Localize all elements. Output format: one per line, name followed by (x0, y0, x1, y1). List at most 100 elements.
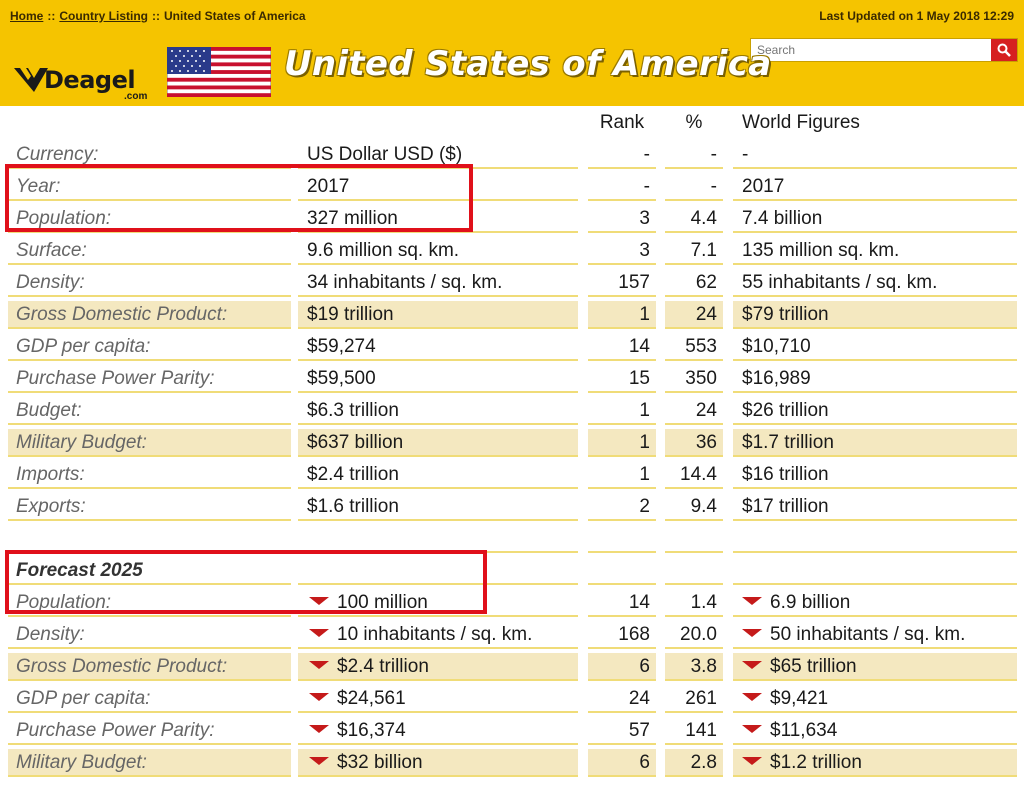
forecast-empty-cell (733, 557, 1017, 585)
forecast-world-figure-cell: 50 inhabitants / sq. km. (733, 621, 1017, 649)
forecast-value-cell: $24,561 (298, 685, 578, 713)
forecast-title: Forecast 2025 (8, 557, 291, 585)
stat-row-exports: Exports: $1.6 trillion 2 9.4 $17 trillion (0, 492, 1024, 524)
search-button[interactable] (991, 39, 1017, 61)
forecast-label-cell: Gross Domestic Product: (8, 653, 291, 681)
forecast-section-row: Forecast 2025 (0, 556, 1024, 588)
forecast-value-text: $16,374 (337, 720, 406, 741)
forecast-percent-cell: 20.0 (665, 621, 723, 649)
stat-row-purchase-power-parity: Purchase Power Parity: $59,500 15 350 $16,98… (0, 364, 1024, 396)
deagel-logo[interactable]: Deagel .com (14, 64, 154, 104)
search-input[interactable] (751, 39, 1001, 61)
stat-world-figure-cell: 2017 (733, 173, 1017, 201)
stat-row-military-budget: Military Budget: $637 billion 1 36 $1.7 tril… (0, 428, 1024, 460)
stat-world-figure-cell: $10,710 (733, 333, 1017, 361)
breadcrumb-home-link[interactable]: Home (10, 9, 44, 23)
stat-row-year: Year: 2017- -2017 (0, 172, 1024, 204)
forecast-label-cell: GDP per capita: (8, 685, 291, 713)
stat-percent-cell: 36 (665, 429, 723, 457)
stat-world-figure-cell: $16,989 (733, 365, 1017, 393)
forecast-label-cell: Density: (8, 621, 291, 649)
stat-rank-cell: 3 (588, 237, 656, 265)
forecast-percent-cell: 141 (665, 717, 723, 745)
breadcrumb-current: United States of America (164, 9, 306, 23)
breadcrumb-separator: :: (47, 9, 56, 23)
forecast-percent-cell: 261 (665, 685, 723, 713)
forecast-row-gdp-per-capita: GDP per capita: $24,561 24 261 $9,421 (0, 684, 1024, 716)
forecast-rank-cell: 168 (588, 621, 656, 649)
stat-row-currency: Currency: US Dollar USD ($) - - - (0, 140, 1024, 172)
down-arrow-icon (742, 628, 762, 637)
forecast-row-gross-domestic-product: Gross Domestic Product: $2.4 trillion 6 3.8… (0, 652, 1024, 684)
forecast-value-cell: 10 inhabitants / sq. km. (298, 621, 578, 649)
stat-percent-cell: 62 (665, 269, 723, 297)
forecast-row-military-budget: Military Budget: $32 billion 6 2.8 $1.2 tril… (0, 748, 1024, 780)
stat-rank-cell: 3 (588, 205, 656, 233)
stat-value-cell: $19 trillion (298, 301, 578, 329)
forecast-percent-cell: 2.8 (665, 749, 723, 777)
forecast-value-cell: $2.4 trillion (298, 653, 578, 681)
stat-percent-cell: 350 (665, 365, 723, 393)
forecast-world-figure-cell: 6.9 billion (733, 589, 1017, 617)
forecast-world-figure-text: 50 inhabitants / sq. km. (770, 624, 966, 645)
forecast-percent-cell: 1.4 (665, 589, 723, 617)
down-arrow-icon (742, 724, 762, 733)
stat-rank-cell: 1 (588, 301, 656, 329)
stat-value-cell: $637 billion (298, 429, 578, 457)
stat-label-cell: Density: (8, 269, 291, 297)
forecast-value-cell: $16,374 (298, 717, 578, 745)
stat-world-figure-cell: $17 trillion (733, 493, 1017, 521)
forecast-value-text: $2.4 trillion (337, 656, 429, 677)
stat-label-cell: Purchase Power Parity: (8, 365, 291, 393)
forecast-row-population: Population: 100 million 14 1.4 6.9 billion (0, 588, 1024, 620)
header-label (8, 109, 291, 137)
stat-percent-cell: 4.4 (665, 205, 723, 233)
down-arrow-icon (742, 660, 762, 669)
stat-value-cell: $59,500 (298, 365, 578, 393)
stat-percent-cell: - (665, 141, 723, 169)
forecast-row-density: Density: 10 inhabitants / sq. km. 168 20.0 5… (0, 620, 1024, 652)
header-world-figures: World Figures (742, 112, 860, 133)
stat-label-cell: Gross Domestic Product: (8, 301, 291, 329)
page-header: Home:: Country Listing:: United States of … (0, 0, 1024, 106)
stat-label-cell: GDP per capita: (8, 333, 291, 361)
stat-rank-cell: 1 (588, 397, 656, 425)
spacer-row (0, 524, 1024, 556)
search-box (750, 38, 1018, 62)
down-arrow-icon (309, 724, 329, 733)
forecast-value-text: $32 billion (337, 752, 423, 773)
spacer-cell (8, 525, 291, 553)
down-arrow-icon (309, 628, 329, 637)
stat-label-cell: Exports: (8, 493, 291, 521)
stat-row-budget: Budget: $6.3 trillion 1 24 $26 trillion (0, 396, 1024, 428)
stat-rank-cell: - (588, 141, 656, 169)
stat-world-figure-cell: $79 trillion (733, 301, 1017, 329)
stat-label-cell: Currency: (8, 141, 291, 169)
stat-value-cell: $2.4 trillion (298, 461, 578, 489)
stat-value-cell: US Dollar USD ($) (298, 141, 578, 169)
forecast-value-text: $24,561 (337, 688, 406, 709)
usa-flag-icon (167, 47, 271, 97)
forecast-world-figure-cell: $1.2 trillion (733, 749, 1017, 777)
stat-world-figure-cell: 135 million sq. km. (733, 237, 1017, 265)
stat-value-cell: 34 inhabitants / sq. km. (298, 269, 578, 297)
forecast-empty-cell (665, 557, 723, 585)
stat-label-cell: Population: (8, 205, 291, 233)
forecast-value-text: 10 inhabitants / sq. km. (337, 624, 533, 645)
stat-value-cell: 327 million (298, 205, 578, 233)
forecast-rank-cell: 6 (588, 653, 656, 681)
search-icon (997, 43, 1011, 57)
breadcrumb-separator: :: (152, 9, 161, 23)
forecast-value-cell: $32 billion (298, 749, 578, 777)
forecast-world-figure-text: 6.9 billion (770, 592, 851, 613)
stat-percent-cell: - (665, 173, 723, 201)
stat-percent-cell: 24 (665, 397, 723, 425)
stat-value-cell: $59,274 (298, 333, 578, 361)
header-value (298, 109, 578, 137)
forecast-world-figure-text: $1.2 trillion (770, 752, 862, 773)
stat-value-cell: $6.3 trillion (298, 397, 578, 425)
stat-label-cell: Imports: (8, 461, 291, 489)
down-arrow-icon (309, 660, 329, 669)
breadcrumb-country-listing-link[interactable]: Country Listing (59, 9, 149, 23)
deagel-logo-mark-icon (14, 68, 48, 92)
